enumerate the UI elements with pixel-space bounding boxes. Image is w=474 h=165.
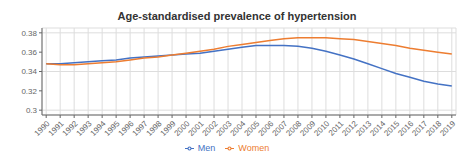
svg-text:2006: 2006	[256, 119, 276, 138]
svg-text:1995: 1995	[102, 119, 122, 138]
svg-text:2018: 2018	[424, 119, 444, 138]
svg-text:2004: 2004	[228, 119, 248, 138]
svg-text:0.34: 0.34	[21, 67, 37, 76]
svg-text:2011: 2011	[326, 119, 346, 138]
svg-text:2000: 2000	[172, 119, 192, 138]
svg-text:2010: 2010	[312, 119, 332, 138]
html-text:Women: Women	[238, 143, 270, 153]
svg-text:1993: 1993	[74, 119, 94, 138]
svg-text:0.32: 0.32	[21, 87, 37, 96]
html-text:Men: Men	[197, 143, 216, 153]
svg-text:2009: 2009	[298, 119, 318, 138]
svg-text:2008: 2008	[284, 119, 304, 138]
svg-text:0.36: 0.36	[21, 48, 37, 57]
svg-text:2017: 2017	[410, 119, 430, 138]
svg-text:1990: 1990	[32, 119, 52, 138]
svg-text:2013: 2013	[354, 119, 374, 138]
svg-text:2007: 2007	[270, 119, 290, 138]
svg-text:2012: 2012	[340, 119, 360, 138]
svg-text:1997: 1997	[130, 119, 150, 138]
svg-text:2016: 2016	[396, 119, 416, 138]
svg-text:2002: 2002	[200, 119, 220, 138]
html-text:Age-standardised prevalence of: Age-standardised prevalence of hypertens…	[117, 10, 357, 22]
svg-text:0.3: 0.3	[26, 106, 38, 115]
svg-text:0.38: 0.38	[21, 29, 37, 38]
svg-text:2003: 2003	[214, 119, 234, 138]
svg-text:1992: 1992	[60, 119, 80, 138]
svg-text:1996: 1996	[116, 119, 136, 138]
svg-text:2001: 2001	[186, 119, 206, 138]
svg-text:1991: 1991	[46, 119, 66, 138]
svg-text:1994: 1994	[88, 119, 108, 138]
svg-text:2014: 2014	[368, 119, 388, 138]
svg-text:1999: 1999	[158, 119, 178, 138]
svg-text:1998: 1998	[144, 119, 164, 138]
svg-text:2005: 2005	[242, 119, 262, 138]
svg-text:2019: 2019	[438, 119, 457, 138]
svg-text:2015: 2015	[382, 119, 402, 138]
